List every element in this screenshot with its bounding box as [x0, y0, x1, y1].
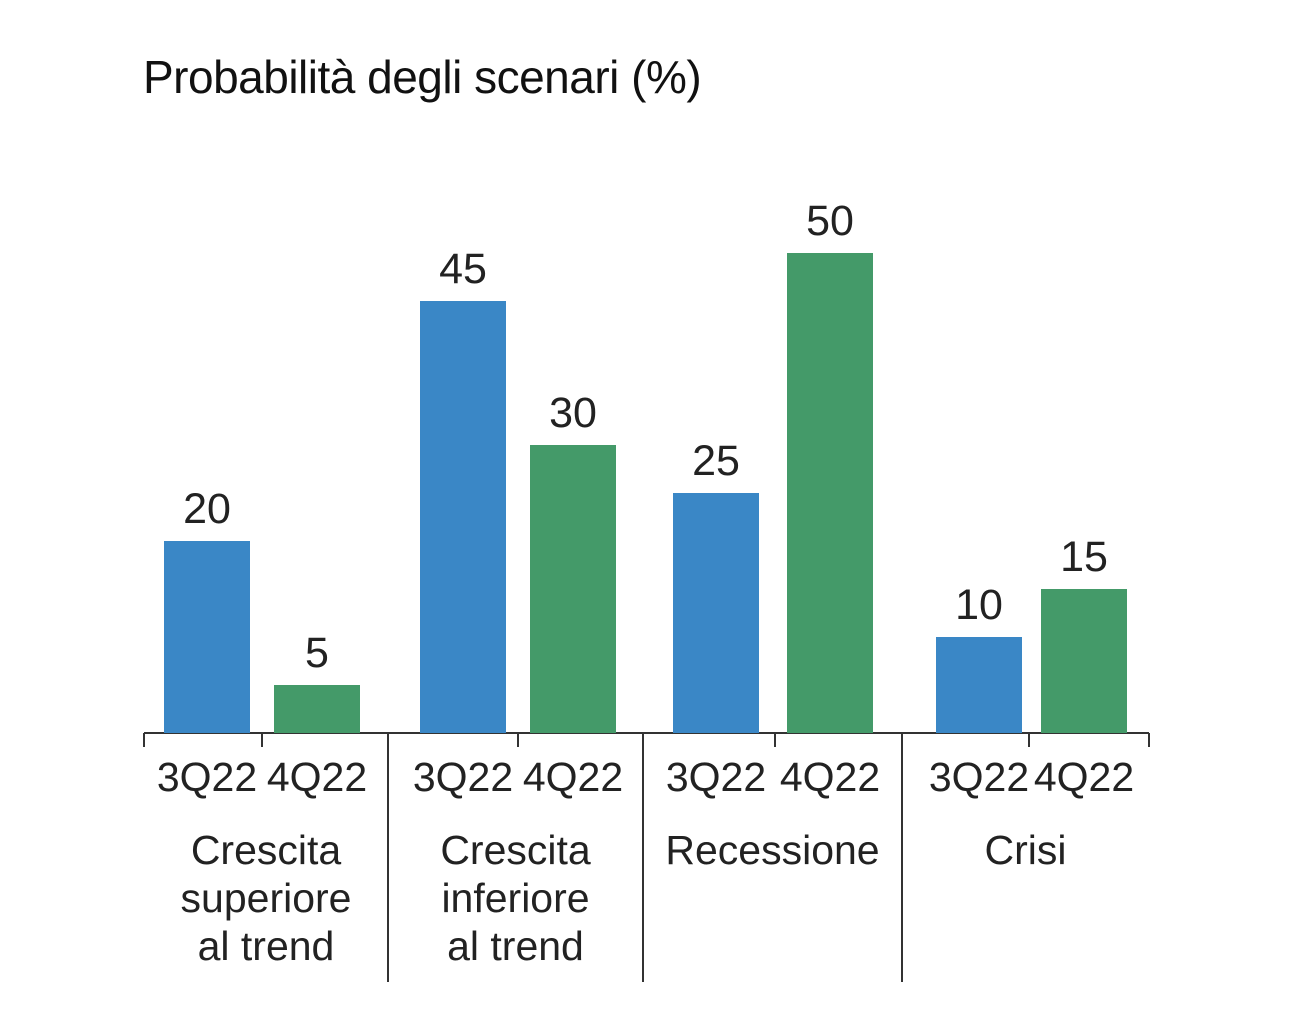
x-tick-label: 4Q22: [267, 754, 367, 800]
group-label: Crescita: [191, 827, 342, 873]
bar-4-4q22: [1041, 589, 1127, 733]
x-tick-label: 4Q22: [523, 754, 623, 800]
data-label: 45: [439, 245, 487, 293]
bar-2-3q22: [420, 301, 506, 733]
bar-2-4q22: [530, 445, 616, 733]
group-label: al trend: [447, 923, 584, 969]
x-tick-label: 3Q22: [666, 754, 766, 800]
x-tick-label: 3Q22: [157, 754, 257, 800]
x-tick-label: 3Q22: [929, 754, 1029, 800]
group-label: superiore: [181, 875, 352, 921]
data-label: 5: [305, 629, 329, 677]
x-tick-label: 3Q22: [413, 754, 513, 800]
data-label: 10: [955, 581, 1003, 629]
data-label: 20: [183, 485, 231, 533]
data-label: 15: [1060, 533, 1108, 581]
bar-4-3q22: [936, 637, 1022, 733]
group-label: al trend: [198, 923, 335, 969]
data-label: 30: [549, 389, 597, 437]
bar-3-4q22: [787, 253, 873, 733]
data-label: 50: [806, 197, 854, 245]
bar-3-3q22: [673, 493, 759, 733]
data-label: 25: [692, 437, 740, 485]
x-tick-label: 4Q22: [780, 754, 880, 800]
group-label: Crescita: [440, 827, 591, 873]
chart-title: Probabilità degli scenari (%): [143, 51, 702, 103]
group-label: Recessione: [665, 827, 879, 873]
x-tick-label: 4Q22: [1034, 754, 1134, 800]
bar-1-4q22: [274, 685, 360, 733]
bar-1-3q22: [164, 541, 250, 733]
group-label: Crisi: [985, 827, 1067, 873]
group-label: inferiore: [441, 875, 589, 921]
